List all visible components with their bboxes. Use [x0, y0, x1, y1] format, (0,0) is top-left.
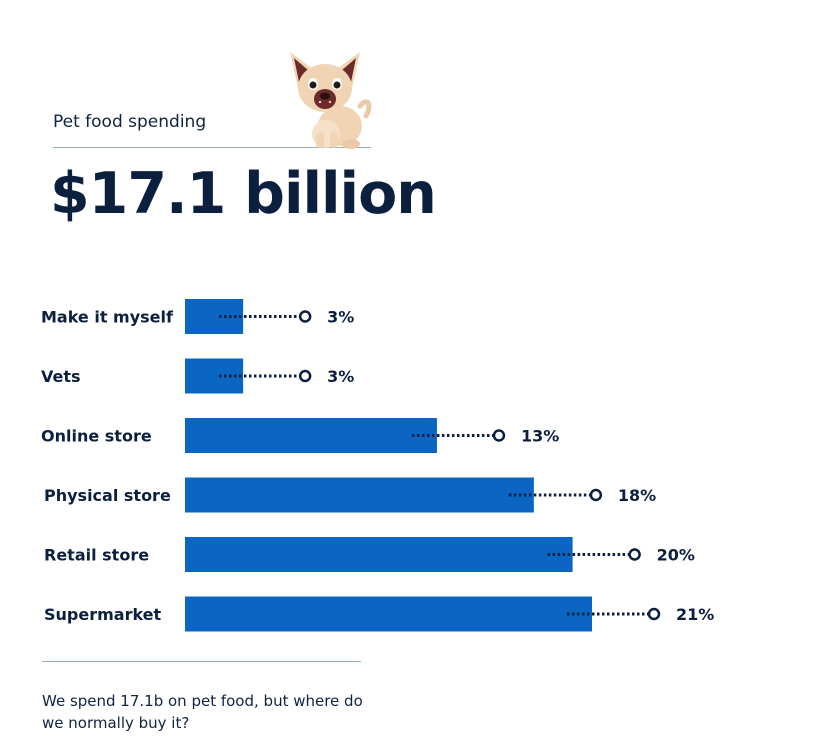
footnote: We spend 17.1b on pet food, but where do…: [42, 692, 363, 732]
leader-marker: [298, 369, 312, 383]
value-label: 20%: [657, 546, 695, 565]
header-divider: [53, 147, 371, 148]
category-label: Vets: [41, 367, 81, 386]
headline-total: $17.1 billion: [50, 161, 437, 227]
footer-divider: [42, 661, 361, 662]
value-label: 3%: [327, 308, 354, 327]
value-label: 13%: [521, 427, 559, 446]
bar-chart: Make it myself 3% Vets 3% Online store 13% Phy…: [41, 299, 714, 632]
category-label: Retail store: [44, 546, 149, 565]
bar: [185, 537, 573, 572]
bar: [185, 299, 244, 334]
category-label: Supermarket: [44, 605, 162, 624]
leader-marker: [492, 429, 506, 442]
bar: [185, 358, 244, 394]
header-label: Pet food spending: [53, 112, 207, 132]
value-label: 21%: [676, 605, 714, 624]
category-label: Make it myself: [41, 308, 174, 327]
leader-marker: [647, 607, 661, 621]
dog-icon: [290, 52, 372, 149]
bar: [185, 418, 437, 453]
bar: [185, 477, 534, 513]
bar: [185, 596, 592, 632]
leader-marker: [589, 488, 603, 502]
category-label: Online store: [41, 427, 152, 446]
leader-marker: [298, 310, 312, 323]
leader-marker: [628, 548, 641, 561]
category-label: Physical store: [44, 486, 171, 505]
value-label: 18%: [618, 486, 656, 505]
value-label: 3%: [327, 367, 354, 386]
